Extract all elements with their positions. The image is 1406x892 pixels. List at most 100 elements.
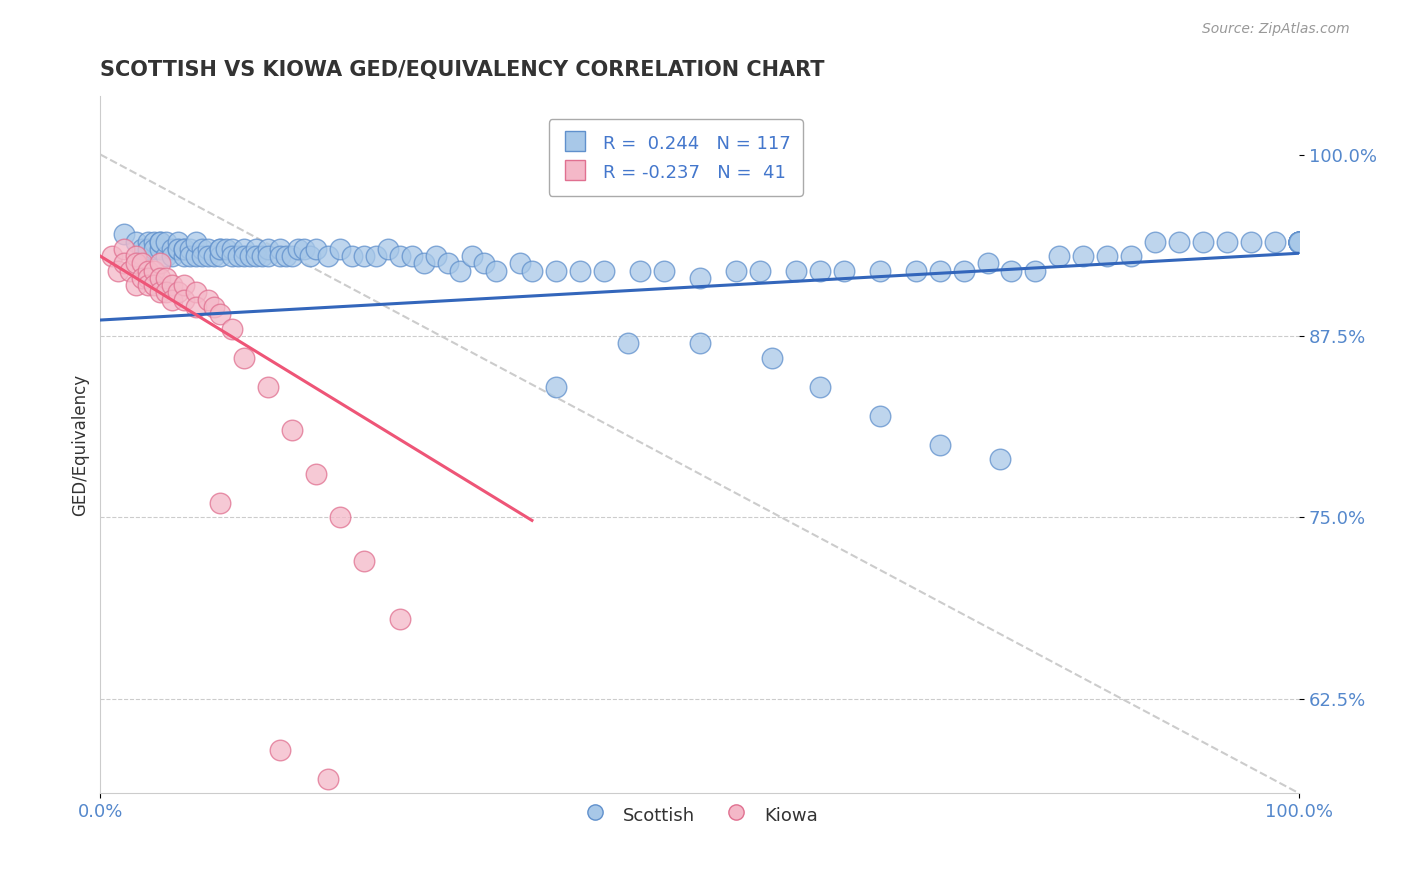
- Point: [1168, 235, 1191, 249]
- Point: [209, 307, 232, 321]
- Point: [209, 249, 232, 263]
- Point: [191, 242, 214, 256]
- Point: [186, 300, 208, 314]
- Point: [329, 510, 352, 524]
- Point: [329, 242, 352, 256]
- Point: [276, 249, 298, 263]
- Point: [748, 263, 770, 277]
- Point: [281, 423, 304, 437]
- Point: [239, 249, 262, 263]
- Point: [928, 263, 950, 277]
- Point: [1073, 249, 1095, 263]
- Point: [1097, 249, 1119, 263]
- Point: [287, 242, 309, 256]
- Point: [162, 278, 184, 293]
- Point: [125, 256, 148, 270]
- Point: [125, 249, 148, 263]
- Point: [173, 242, 195, 256]
- Point: [202, 300, 225, 314]
- Point: [1024, 263, 1046, 277]
- Point: [785, 263, 807, 277]
- Point: [155, 285, 177, 300]
- Point: [1288, 235, 1310, 249]
- Point: [197, 242, 219, 256]
- Point: [509, 256, 531, 270]
- Point: [437, 256, 460, 270]
- Point: [1144, 235, 1167, 249]
- Point: [131, 256, 153, 270]
- Point: [112, 256, 135, 270]
- Point: [353, 249, 375, 263]
- Point: [1288, 235, 1310, 249]
- Point: [149, 235, 172, 249]
- Point: [449, 263, 471, 277]
- Point: [233, 242, 256, 256]
- Point: [1288, 235, 1310, 249]
- Point: [136, 271, 159, 285]
- Point: [197, 293, 219, 307]
- Point: [364, 249, 387, 263]
- Point: [1288, 235, 1310, 249]
- Point: [617, 336, 640, 351]
- Point: [221, 322, 243, 336]
- Point: [520, 263, 543, 277]
- Point: [179, 242, 201, 256]
- Point: [173, 242, 195, 256]
- Point: [389, 249, 412, 263]
- Point: [155, 249, 177, 263]
- Point: [592, 263, 614, 277]
- Point: [472, 256, 495, 270]
- Point: [162, 249, 184, 263]
- Point: [269, 249, 291, 263]
- Point: [120, 263, 142, 277]
- Point: [149, 285, 172, 300]
- Point: [197, 249, 219, 263]
- Point: [1288, 235, 1310, 249]
- Point: [761, 351, 783, 365]
- Point: [186, 285, 208, 300]
- Point: [689, 271, 711, 285]
- Point: [1288, 235, 1310, 249]
- Point: [245, 249, 267, 263]
- Point: [377, 242, 399, 256]
- Point: [233, 351, 256, 365]
- Point: [568, 263, 591, 277]
- Point: [162, 242, 184, 256]
- Point: [976, 256, 998, 270]
- Point: [281, 249, 304, 263]
- Point: [136, 263, 159, 277]
- Point: [1288, 235, 1310, 249]
- Point: [136, 235, 159, 249]
- Y-axis label: GED/Equivalency: GED/Equivalency: [72, 374, 89, 516]
- Point: [112, 242, 135, 256]
- Point: [149, 235, 172, 249]
- Point: [191, 249, 214, 263]
- Text: SCOTTISH VS KIOWA GED/EQUIVALENCY CORRELATION CHART: SCOTTISH VS KIOWA GED/EQUIVALENCY CORREL…: [100, 60, 825, 79]
- Point: [401, 249, 423, 263]
- Legend: Scottish, Kiowa: Scottish, Kiowa: [575, 797, 825, 833]
- Point: [425, 249, 447, 263]
- Point: [245, 242, 267, 256]
- Point: [808, 380, 831, 394]
- Point: [544, 380, 567, 394]
- Point: [299, 249, 322, 263]
- Point: [149, 256, 172, 270]
- Point: [269, 743, 291, 757]
- Point: [952, 263, 974, 277]
- Point: [155, 271, 177, 285]
- Point: [173, 278, 195, 293]
- Point: [1192, 235, 1215, 249]
- Point: [257, 242, 280, 256]
- Point: [269, 242, 291, 256]
- Point: [353, 554, 375, 568]
- Point: [1288, 235, 1310, 249]
- Point: [1049, 249, 1071, 263]
- Point: [1216, 235, 1239, 249]
- Point: [173, 293, 195, 307]
- Point: [305, 242, 328, 256]
- Point: [257, 249, 280, 263]
- Point: [1288, 235, 1310, 249]
- Point: [1288, 235, 1310, 249]
- Point: [149, 242, 172, 256]
- Point: [832, 263, 855, 277]
